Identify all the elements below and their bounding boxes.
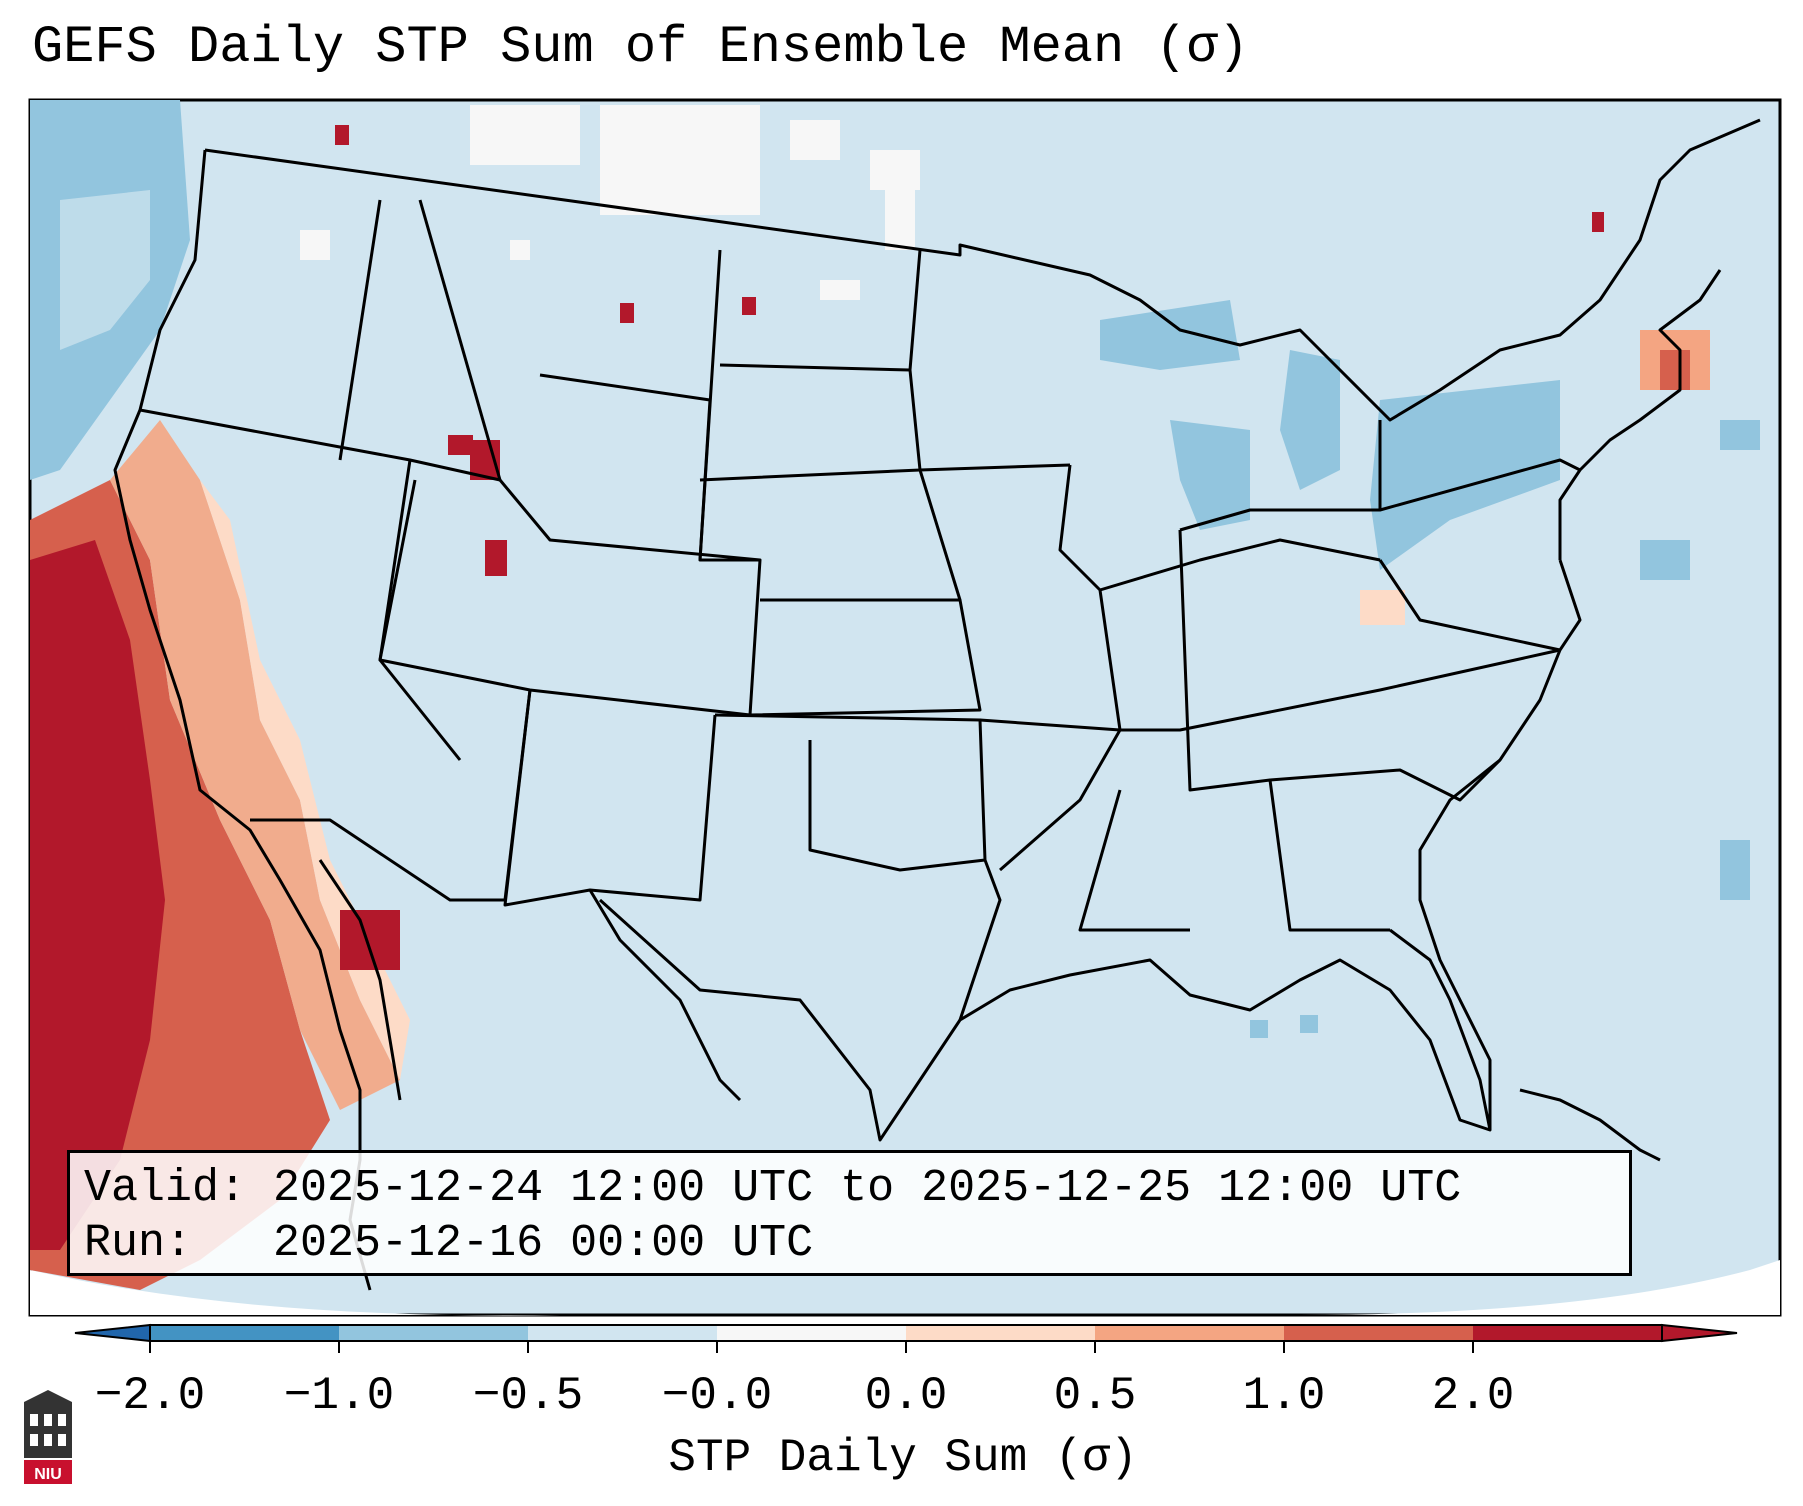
niu-logo: NIU (24, 1390, 72, 1484)
logo-badge (24, 1460, 72, 1484)
colorbar-tick-label: 0.5 (1053, 1370, 1137, 1422)
great-lakes-anomaly (1100, 300, 1760, 1038)
colorbar-segment (1284, 1325, 1474, 1341)
colorbar-tick-label: 1.0 (1242, 1370, 1326, 1422)
map-title: GEFS Daily STP Sum of Ensemble Mean (σ) (32, 18, 1249, 77)
colorbar-tick-label: −0.5 (472, 1370, 584, 1422)
boundaries (113, 118, 1761, 1291)
colorbar-tick-label: −0.0 (661, 1370, 773, 1422)
colorbar-segment (339, 1325, 529, 1341)
colorbar-segment (717, 1325, 907, 1341)
valid-run-info-box: Valid: 2025-12-24 12:00 UTC to 2025-12-2… (67, 1150, 1632, 1276)
valid-time-line: Valid: 2025-12-24 12:00 UTC to 2025-12-2… (84, 1163, 1462, 1214)
projection-edge-left (30, 1270, 560, 1316)
colorbar-segments (150, 1325, 1663, 1341)
colorbar-tick-label: 2.0 (1431, 1370, 1515, 1422)
colorbar-tick-label: 0.0 (864, 1370, 948, 1422)
colorbar-segment (906, 1325, 1096, 1341)
colorbar-segment (150, 1325, 340, 1341)
colorbar-tick-label: −1.0 (283, 1370, 395, 1422)
colorbar-ticks (149, 1341, 1474, 1353)
canada-neutral-patches (300, 105, 920, 300)
colorbar-segment (528, 1325, 718, 1341)
colorbar-segment (1095, 1325, 1285, 1341)
colorbar-under-arrow (74, 1323, 151, 1343)
pacific-anomaly-field (30, 100, 1710, 1290)
colorbar-tick-label: −2.0 (94, 1370, 206, 1422)
logo-building (24, 1402, 72, 1458)
run-time-line: Run: 2025-12-16 00:00 UTC (84, 1218, 814, 1269)
logo-text: NIU (34, 1466, 62, 1483)
projection-edge-right (1300, 1260, 1780, 1315)
colorbar-over-arrow (1661, 1323, 1738, 1343)
colorbar-label: STP Daily Sum (σ) (668, 1432, 1138, 1484)
colorbar-segment (1473, 1325, 1663, 1341)
